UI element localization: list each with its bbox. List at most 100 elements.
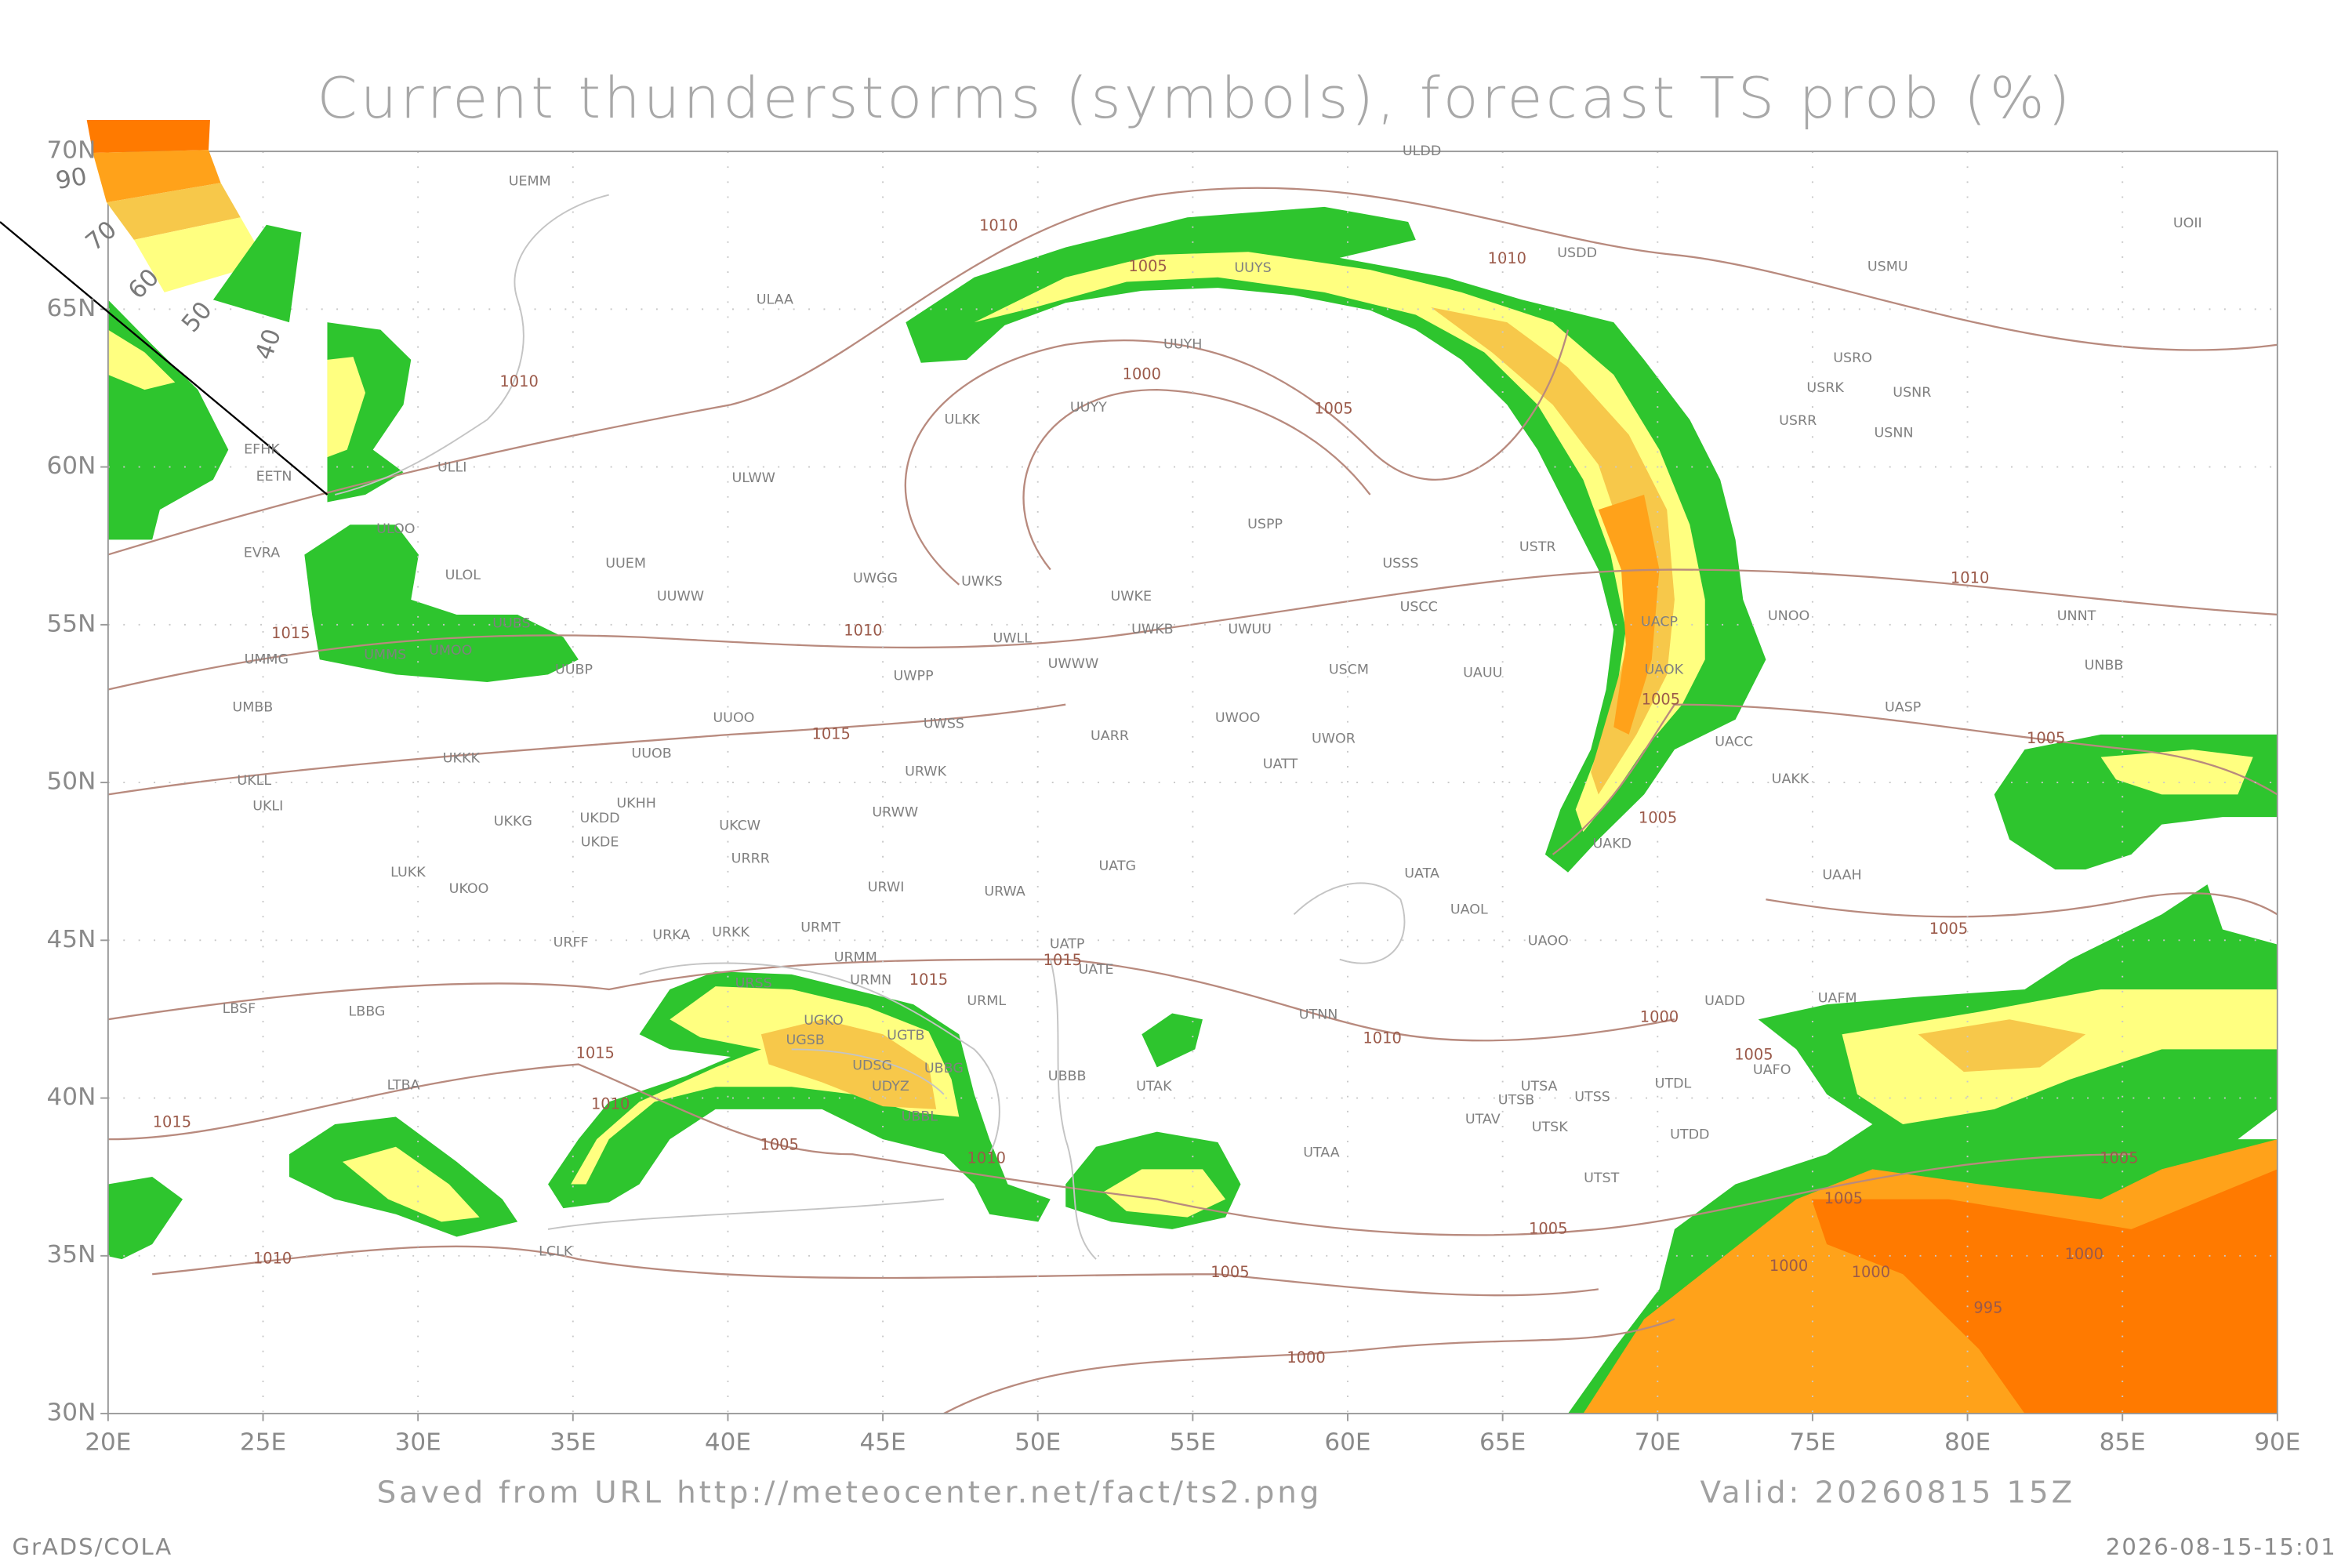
latitude-label: 55N: [47, 609, 96, 637]
station-id: UOII: [2173, 216, 2202, 231]
probability-fields: [107, 206, 2278, 1414]
isobar-label: 1010: [253, 1250, 292, 1268]
latitude-label: 35N: [47, 1240, 96, 1269]
station-id: ULKK: [944, 412, 980, 427]
storm-probability-area: [760, 1019, 937, 1109]
station-id: UATP: [1050, 937, 1085, 953]
station-id: UNNT: [2057, 608, 2096, 624]
labels: 20E 25E 30E 35E 40E 45E 50E 55E 60E 65E 70E 75E 80E 8…: [47, 136, 2301, 1457]
isobar-label: 1000: [1123, 365, 1161, 383]
isobar-line: [107, 187, 2278, 556]
legend-label: 70: [80, 216, 122, 256]
isobar-line: [943, 1318, 1675, 1415]
station-id: UUOB: [631, 746, 671, 762]
isobar-line: [107, 1063, 2132, 1236]
storm-probability-area: [1142, 1013, 1203, 1068]
station-id: ULAA: [757, 292, 793, 307]
longitude-label: 25E: [240, 1428, 286, 1457]
station-id: USRK: [1806, 380, 1844, 396]
station-id: UTSS: [1574, 1090, 1610, 1105]
station-id: UUOO: [713, 710, 754, 726]
isobar-line: [1552, 703, 2278, 855]
station-id: UAKD: [1592, 837, 1632, 852]
station-id: UADD: [1704, 993, 1745, 1009]
station-id: USCC: [1400, 599, 1438, 615]
isobar-label: 1010: [1363, 1029, 1401, 1047]
isobar-label: 1015: [812, 724, 851, 742]
longitude-label: 85E: [2100, 1428, 2146, 1457]
station-id: URWA: [984, 884, 1025, 900]
station-id: UARR: [1091, 728, 1129, 744]
isobars: [107, 187, 2278, 1415]
station-id: URWK: [905, 764, 947, 780]
station-id: UAFM: [1818, 991, 1857, 1007]
station-id: LBBG: [349, 1004, 386, 1020]
station-id: URMT: [800, 920, 840, 936]
station-id: UUYS: [1234, 260, 1271, 276]
coastline: [1293, 882, 1406, 964]
legend: [0, 119, 328, 495]
coastlines: [334, 194, 1406, 1260]
isobar-line: [1022, 388, 1371, 571]
station-id: UTSB: [1498, 1093, 1535, 1109]
station-id: UWOR: [1312, 731, 1356, 747]
longitude-label: 75E: [1789, 1428, 1835, 1457]
latitude-label: 65N: [47, 294, 96, 322]
latitude-label: 30N: [47, 1399, 96, 1427]
isobar-label: 1010: [844, 622, 882, 640]
station-id: USTR: [1519, 539, 1556, 555]
coastline: [547, 1198, 944, 1230]
isobar-label: 1000: [1640, 1008, 1679, 1026]
latitude-label: 50N: [47, 768, 96, 796]
isobar-label: 1005: [760, 1135, 798, 1153]
longitude-label: 65E: [1479, 1428, 1526, 1457]
station-id: UKKK: [443, 751, 481, 767]
station-id: UUBS: [492, 615, 530, 631]
station-id: UBBL: [902, 1109, 938, 1125]
storm-probability-area: [304, 524, 579, 682]
isobar-line: [152, 1245, 1599, 1297]
station-id: URKK: [712, 924, 750, 940]
valid-time: Valid: 20260815 15Z: [1700, 1475, 2075, 1511]
storm-probability-area: [1431, 307, 1675, 795]
storm-probability-area: [107, 1176, 183, 1260]
storm-probability-area: [107, 329, 176, 390]
isobar-label: 1010: [979, 216, 1018, 234]
station-id: UGSB: [786, 1033, 824, 1048]
source-url: Saved from URL http://meteocenter.net/fa…: [377, 1475, 1323, 1511]
station-id: UWSS: [924, 717, 964, 732]
station-id: UAUU: [1463, 666, 1502, 681]
station-id: UTDD: [1670, 1127, 1709, 1142]
station-id: UTNN: [1299, 1007, 1338, 1023]
station-id: UATG: [1098, 858, 1136, 874]
station-id: UUEM: [605, 556, 646, 572]
station-id: UGTB: [887, 1028, 924, 1044]
station-id: USSS: [1382, 556, 1418, 572]
station-id: ULLI: [437, 460, 466, 476]
station-id: UATE: [1079, 962, 1114, 978]
station-id: UGKO: [804, 1013, 844, 1029]
isobar-label: 1010: [499, 372, 538, 390]
station-id: USNR: [1893, 385, 1931, 401]
station-id: UTST: [1584, 1171, 1620, 1186]
station-id: UWKS: [961, 574, 1003, 590]
isobar-label: 1010: [967, 1149, 1006, 1167]
station-id: USPP: [1247, 517, 1283, 532]
station-id: UKLI: [252, 799, 283, 815]
station-id: ULWW: [731, 470, 775, 486]
station-id: URFF: [554, 935, 589, 951]
isobar-line: [107, 958, 1675, 1042]
longitude-label: 45E: [859, 1428, 906, 1457]
station-id: UAOO: [1528, 934, 1569, 949]
coastline: [1049, 959, 1097, 1260]
station-id: USDD: [1557, 245, 1597, 261]
station-id: UAFO: [1753, 1062, 1791, 1078]
isobar-label: 1005: [1642, 691, 1680, 709]
station-id: UMOO: [429, 643, 472, 659]
graticule: [100, 151, 2278, 1421]
station-id: LTBA: [387, 1077, 420, 1093]
isobar-label: 1005: [1734, 1046, 1773, 1064]
station-id: URKA: [652, 927, 690, 943]
station-id: UACC: [1715, 735, 1753, 750]
isobar-label: 1005: [2027, 729, 2065, 747]
